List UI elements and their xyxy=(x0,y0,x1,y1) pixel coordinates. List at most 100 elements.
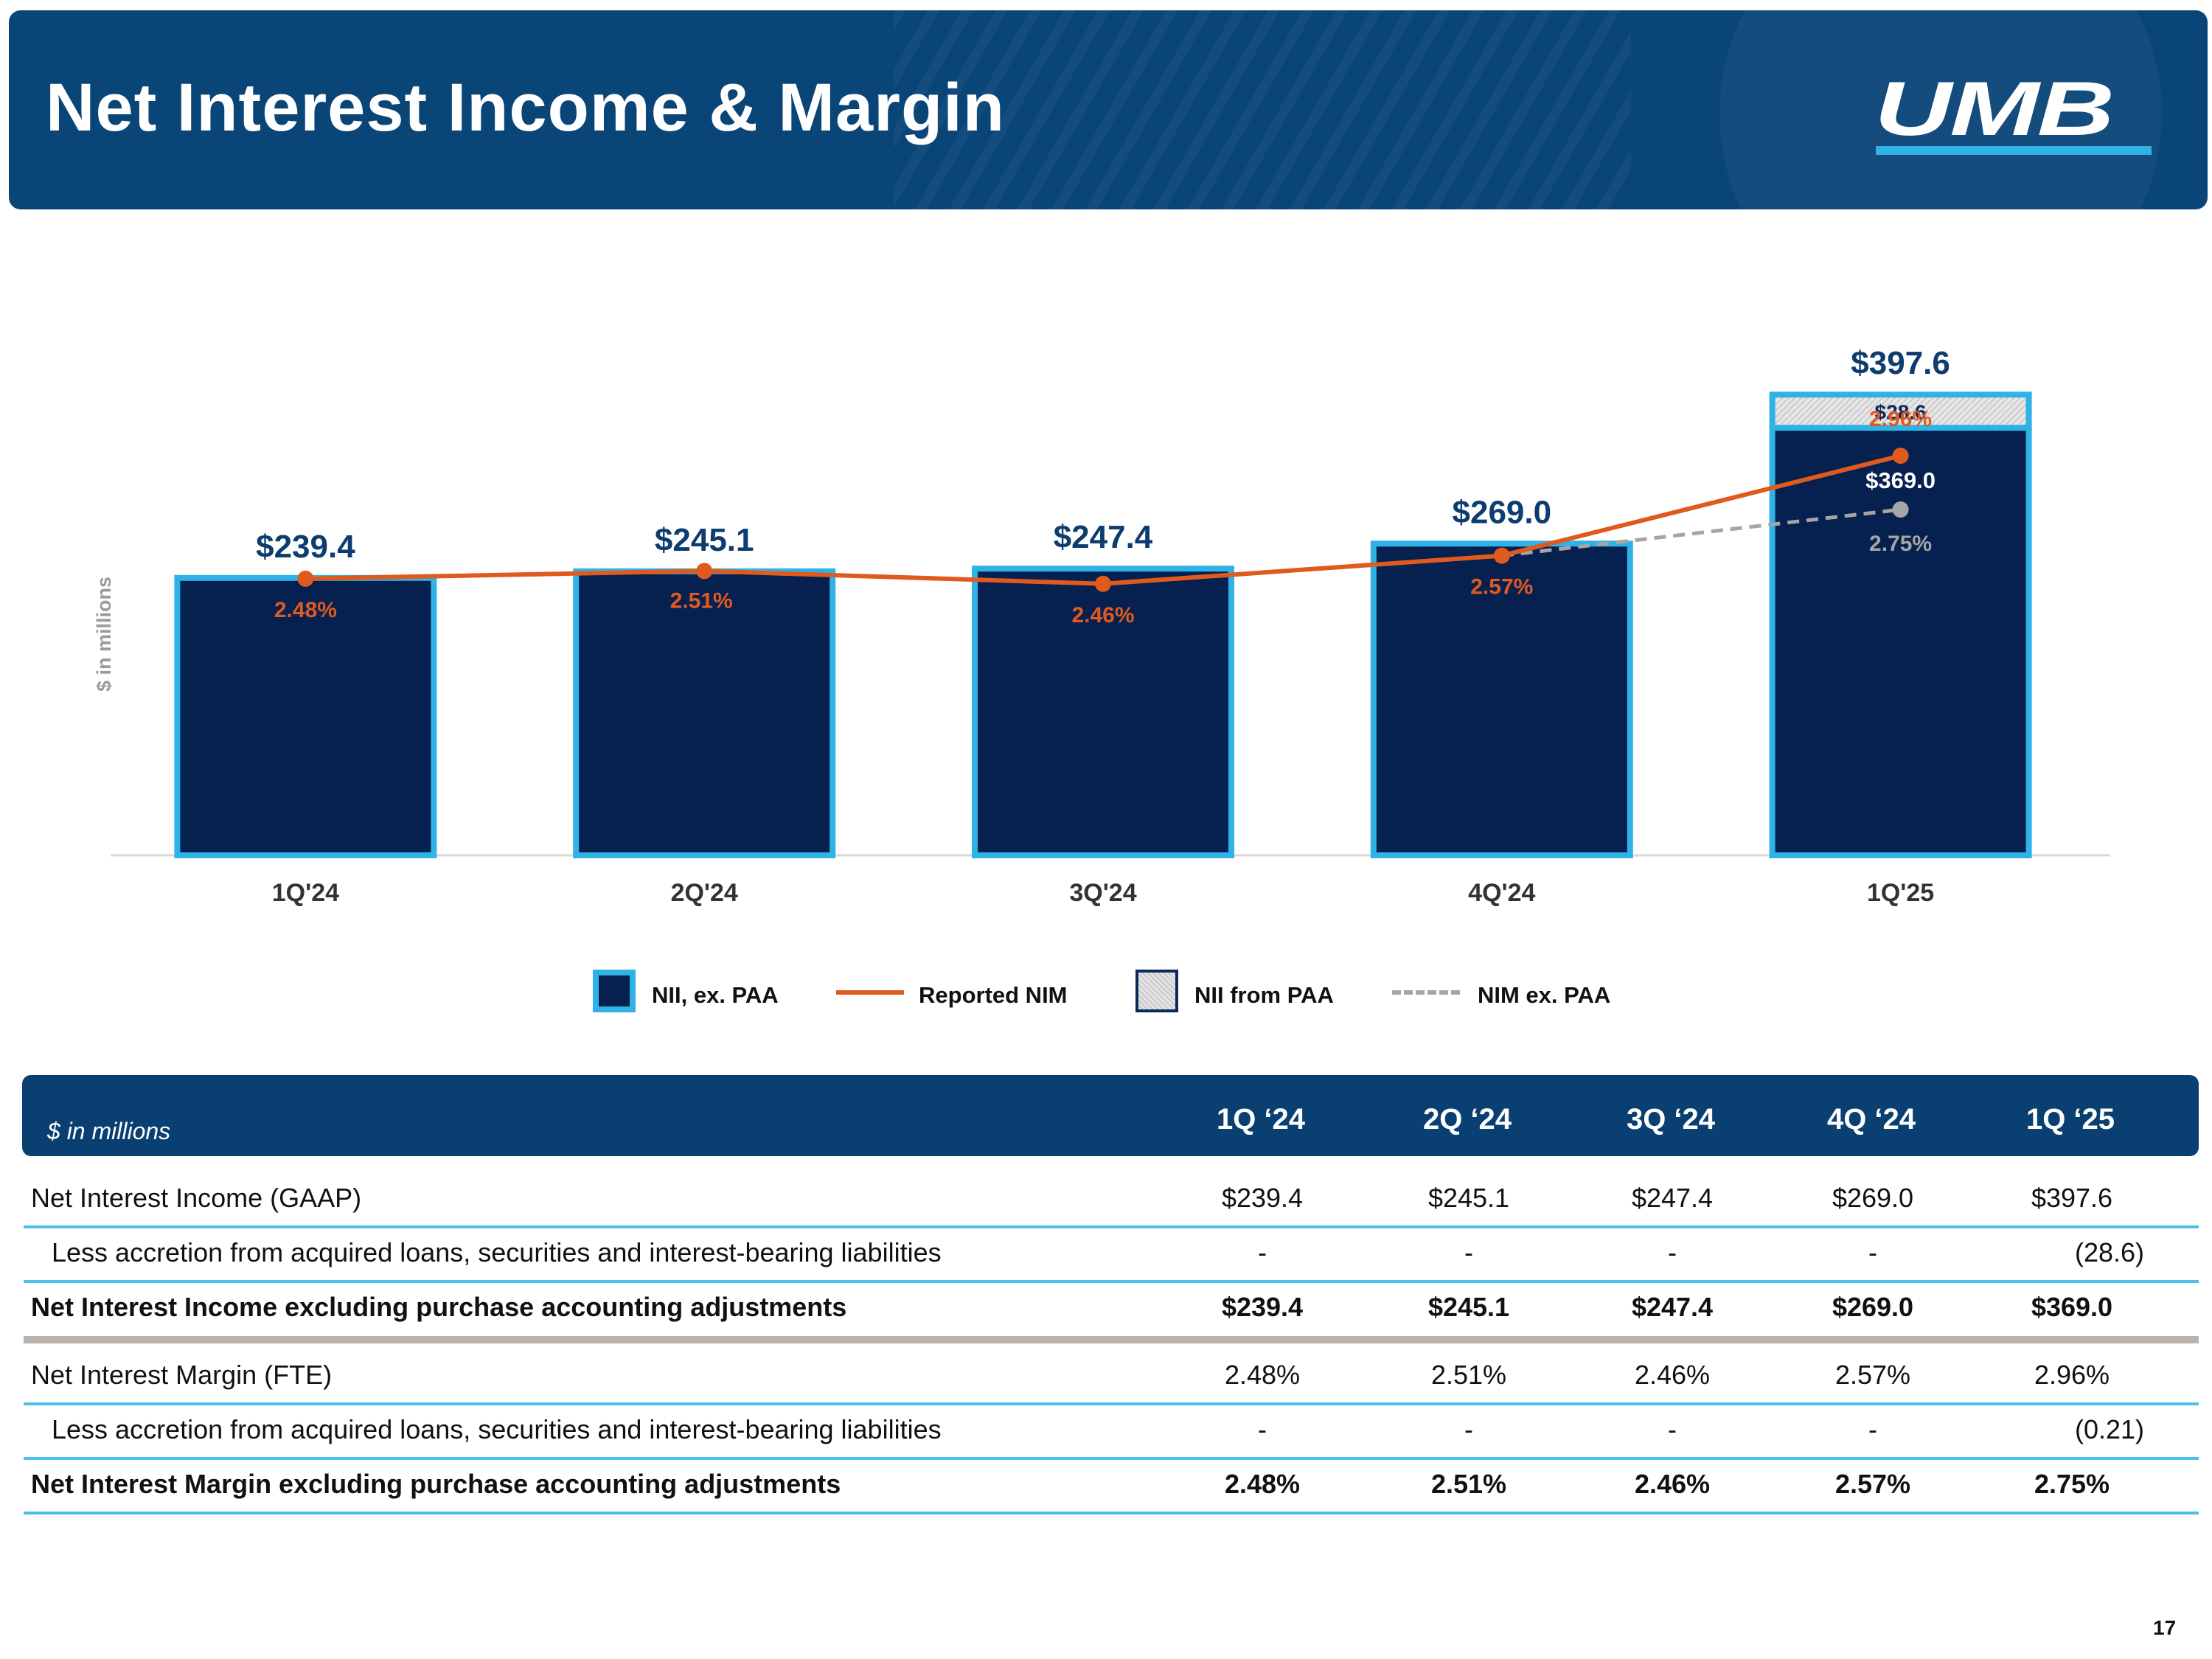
row-label: Net Interest Margin (FTE) xyxy=(31,1360,333,1390)
bar-total-label: $239.4 xyxy=(256,529,355,565)
row-label: Less accretion from acquired loans, secu… xyxy=(52,1414,942,1444)
cell-4q24: $269.0 xyxy=(1832,1183,1914,1213)
table-row-nii-accretion: Less accretion from acquired loans, secu… xyxy=(24,1225,2199,1280)
cell-1q25: (0.21) xyxy=(2074,1414,2144,1444)
row-label: Less accretion from acquired loans, secu… xyxy=(52,1237,942,1267)
legend-swatch-nii xyxy=(593,970,636,1012)
page-number: 17 xyxy=(2153,1616,2177,1639)
table-row-nim-ex-paa: Net Interest Margin excluding purchase a… xyxy=(24,1457,2199,1512)
cell-2q24: 2.51% xyxy=(1430,1469,1507,1499)
cell-4q24: $269.0 xyxy=(1832,1292,1914,1322)
row-divider xyxy=(24,1280,2199,1283)
point-reported-nim xyxy=(297,570,314,587)
legend-swatch-reported-nim xyxy=(836,990,904,995)
chart-legend: NII, ex. PAA Reported NIM NII from PAA N… xyxy=(0,969,2212,1020)
cell-2q24: $245.1 xyxy=(1427,1183,1510,1213)
bar-nii-ex-paa xyxy=(1769,425,2032,858)
x-tick-label: 4Q'24 xyxy=(1468,879,1535,907)
cell-3q24: $247.4 xyxy=(1631,1183,1714,1213)
row-divider xyxy=(24,1512,2199,1514)
x-tick-label: 3Q'24 xyxy=(1069,879,1136,907)
col-head-4q24: 4Q ‘24 xyxy=(1826,1103,1916,1135)
bar-nii-ex-paa xyxy=(573,568,836,858)
point-reported-nim xyxy=(1095,575,1111,592)
col-head-2q24: 2Q ‘24 xyxy=(1422,1103,1512,1135)
legend-label-reported-nim: Reported NIM xyxy=(919,982,1068,1008)
cell-4q24: 2.57% xyxy=(1834,1360,1911,1390)
logo-text: UMB xyxy=(1874,66,2115,152)
nim-ex-paa-label: 2.75% xyxy=(1869,532,1932,556)
cell-1q25: $397.6 xyxy=(2031,1183,2113,1213)
bar-total-label: $269.0 xyxy=(1453,494,1552,530)
bar-value-label: $369.0 xyxy=(1865,467,1935,493)
table-header: $ in millions 1Q ‘24 2Q ‘24 3Q ‘24 4Q ‘2… xyxy=(22,1075,2199,1156)
legend-swatch-paa xyxy=(1135,970,1178,1012)
cell-1q24: - xyxy=(1258,1237,1267,1267)
cell-3q24: 2.46% xyxy=(1634,1469,1711,1499)
cell-4q24: 2.57% xyxy=(1834,1469,1911,1499)
table-row-nim-fte: Net Interest Margin (FTE) 2.48% 2.51% 2.… xyxy=(24,1348,2199,1402)
cell-1q25: 2.75% xyxy=(2034,1469,2110,1499)
x-tick-label: 1Q'25 xyxy=(1867,879,1934,907)
x-tick-label: 2Q'24 xyxy=(671,879,738,907)
bar-total-label: $247.4 xyxy=(1054,519,1153,555)
y-axis-label: $ in millions xyxy=(93,577,115,692)
legend-label-paa: NII from PAA xyxy=(1194,982,1334,1008)
cell-2q24: 2.51% xyxy=(1430,1360,1507,1390)
nim-value-label: 2.57% xyxy=(1470,575,1533,599)
header-arc xyxy=(1719,10,2162,209)
table-row-nii-ex-paa: Net Interest Income excluding purchase a… xyxy=(24,1280,2199,1335)
row-label: Net Interest Income (GAAP) xyxy=(31,1183,362,1213)
cell-2q24: $245.1 xyxy=(1427,1292,1510,1322)
umb-logo: UMB xyxy=(1874,71,2162,156)
bar-total-label: $397.6 xyxy=(1851,345,1950,381)
cell-4q24: - xyxy=(1868,1237,1877,1267)
paa-value-label: $28.6 xyxy=(1875,401,1927,424)
point-reported-nim xyxy=(1493,547,1510,564)
cell-1q24: - xyxy=(1258,1414,1267,1444)
nim-value-label: 2.48% xyxy=(274,598,337,622)
bar-nii-ex-paa xyxy=(1370,540,1633,858)
bar-nii-ex-paa xyxy=(174,574,437,858)
row-divider xyxy=(24,1225,2199,1228)
x-tick-label: 1Q'24 xyxy=(272,879,339,907)
legend-swatch-nim-ex-paa xyxy=(1392,990,1460,995)
section-divider xyxy=(24,1336,2199,1343)
point-reported-nim xyxy=(696,563,713,580)
cell-3q24: $247.4 xyxy=(1631,1292,1714,1322)
header-texture xyxy=(894,10,1631,209)
header-banner: Net Interest Income & Margin UMB xyxy=(9,10,2208,209)
cell-1q25: 2.96% xyxy=(2034,1360,2110,1390)
legend-label-nii: NII, ex. PAA xyxy=(652,982,779,1008)
cell-1q25: $369.0 xyxy=(2031,1292,2113,1322)
bar-nii-from-paa xyxy=(1769,392,2032,431)
nim-value-label: 2.51% xyxy=(670,588,733,613)
bar-total-label: $245.1 xyxy=(655,522,754,558)
cell-1q24: $239.4 xyxy=(1221,1292,1304,1322)
cell-3q24: 2.46% xyxy=(1634,1360,1711,1390)
col-head-1q25: 1Q ‘25 xyxy=(2025,1103,2115,1135)
cell-3q24: - xyxy=(1668,1237,1677,1267)
table-row-nii-gaap: Net Interest Income (GAAP) $239.4 $245.1… xyxy=(24,1171,2199,1225)
cell-1q24: $239.4 xyxy=(1221,1183,1304,1213)
bar-nii-ex-paa xyxy=(972,566,1234,858)
nim-value-label: 2.96% xyxy=(1869,407,1932,431)
cell-3q24: - xyxy=(1668,1414,1677,1444)
row-label: Net Interest Income excluding purchase a… xyxy=(31,1292,847,1322)
cell-4q24: - xyxy=(1868,1414,1877,1444)
row-divider xyxy=(24,1402,2199,1405)
cell-1q24: 2.48% xyxy=(1224,1469,1301,1499)
line-nim-ex-paa xyxy=(1501,507,1901,558)
table-row-nim-accretion: Less accretion from acquired loans, secu… xyxy=(24,1402,2199,1457)
legend-label-nim-ex-paa: NIM ex. PAA xyxy=(1478,982,1611,1008)
logo-underline xyxy=(1876,146,2152,155)
point-reported-nim xyxy=(1892,448,1909,465)
units-label: $ in millions xyxy=(47,1118,171,1144)
cell-2q24: - xyxy=(1464,1414,1473,1444)
cell-1q24: 2.48% xyxy=(1224,1360,1301,1390)
cell-1q25: (28.6) xyxy=(2074,1237,2144,1267)
row-label: Net Interest Margin excluding purchase a… xyxy=(31,1469,841,1499)
cell-2q24: - xyxy=(1464,1237,1473,1267)
col-head-1q24: 1Q ‘24 xyxy=(1216,1103,1306,1135)
point-nim-ex-paa xyxy=(1892,501,1909,518)
